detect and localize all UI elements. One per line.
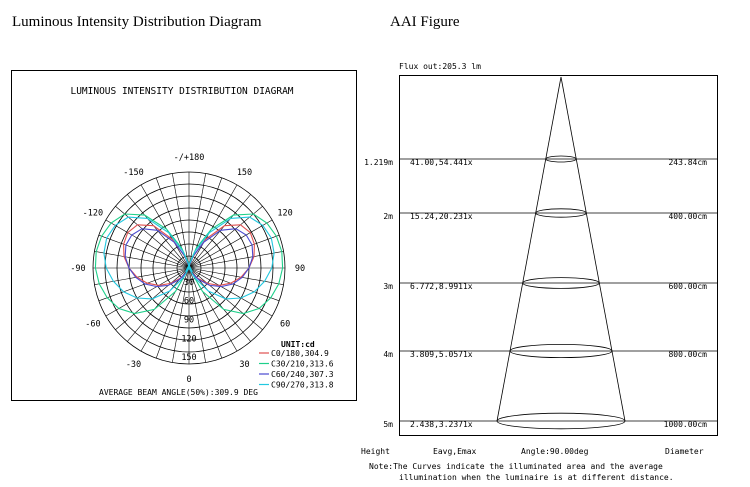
polar-angle-label: 120 (277, 209, 292, 219)
legend-entry: C0/180,304.9 (271, 349, 329, 358)
unit-label: UNIT:cd (281, 340, 315, 349)
polar-chart: LUMINOUS INTENSITY DISTRIBUTION DIAGRAM … (11, 70, 357, 401)
aai-frame (399, 75, 718, 436)
row-height: 5m (383, 420, 393, 429)
row-diameter: 600.00cm (668, 282, 707, 291)
polar-series-group (94, 213, 284, 315)
row-height: 2m (383, 212, 393, 221)
polar-spoke (188, 251, 284, 269)
polar-title: LUMINOUS INTENSITY DISTRIBUTION DIAGRAM (70, 86, 293, 97)
polar-spoke (188, 206, 263, 269)
polar-angle-label: -/+180 (174, 153, 205, 163)
polar-spoke (105, 219, 190, 269)
note-line-1: Note:The Curves indicate the illuminated… (369, 462, 663, 471)
polar-radial-tick: 90 (184, 315, 194, 325)
row-eavg-emax: 3.809,5.0571x (410, 350, 473, 359)
legend-entry: C60/240,307.3 (271, 370, 334, 379)
polar-radial-labels: 30 60 90 120 150 (181, 278, 196, 363)
cone-edge-right (560, 76, 626, 422)
polar-spoke (115, 206, 190, 269)
illuminated-area-ellipse (545, 155, 577, 163)
polar-radial-tick: 30 (184, 278, 194, 288)
polar-spoke (94, 267, 190, 285)
polar-angle-label: -60 (85, 320, 100, 330)
col-header-angle: Angle:90.00deg (521, 447, 589, 456)
illuminated-area-ellipse (509, 343, 613, 358)
illuminated-area-ellipse (496, 412, 626, 430)
polar-radial-tick: 150 (181, 353, 196, 363)
polar-spoke (172, 267, 190, 363)
polar-radial-tick: 120 (181, 334, 196, 344)
polar-angle-label: -90 (70, 264, 85, 274)
polar-spoke (172, 173, 190, 269)
row-height: 1.219m (364, 158, 393, 167)
note-line-2: illumination when the luminaire is at di… (399, 473, 674, 482)
aai-cone (496, 76, 626, 422)
polar-angle-label: -30 (126, 360, 141, 370)
polar-spoke (140, 184, 190, 269)
polar-angle-labels: -/+180 150 120 90 60 30 0 -30 -60 -90 -120 -150 (70, 153, 305, 385)
polar-angle-label: 30 (239, 360, 249, 370)
polar-spoke (188, 267, 280, 302)
aai-chart: Flux out:205.3 lm 1.219m 41.00,54.441x 243… (361, 62, 718, 482)
polar-angle-label: 0 (186, 375, 191, 385)
polar-spoke (188, 173, 206, 269)
polar-frame (11, 70, 357, 401)
polar-spoke (188, 234, 280, 269)
polar-angle-label: -150 (123, 168, 143, 178)
polar-spoke (188, 267, 206, 363)
row-eavg-emax: 41.00,54.441x (410, 158, 473, 167)
polar-spoke (105, 267, 190, 317)
illuminated-area-ellipse (535, 208, 587, 218)
polar-angle-label: -120 (83, 209, 103, 219)
row-diameter: 800.00cm (668, 350, 707, 359)
col-header-height: Height (361, 447, 390, 456)
aai-rows: 1.219m 41.00,54.441x 243.84cm 2m 15.24,20.23… (364, 155, 718, 430)
aai-figure-heading: AAI Figure (390, 14, 460, 30)
row-height: 4m (383, 350, 393, 359)
flux-text: Flux out:205.3 lm (399, 62, 481, 71)
polar-diagram-heading: Luminous Intensity Distribution Diagram (12, 14, 262, 30)
col-header-eavg-emax: Eavg,Emax (433, 447, 477, 456)
beam-angle-text: AVERAGE BEAM ANGLE(50%):309.9 DEG (99, 388, 258, 397)
polar-radial-tick: 60 (184, 297, 194, 307)
polar-angle-label: 60 (280, 320, 290, 330)
col-header-diameter: Diameter (665, 447, 704, 456)
polar-spoke (188, 267, 273, 317)
polar-center-mark (185, 263, 193, 273)
polar-spoke (188, 267, 284, 285)
cone-edge-left (496, 76, 562, 422)
row-eavg-emax: 2.438,3.2371x (410, 420, 473, 429)
legend-entry: C90/270,313.8 (271, 381, 334, 390)
polar-spoke (155, 267, 190, 359)
polar-spoke (94, 251, 190, 269)
row-diameter: 400.00cm (668, 212, 707, 221)
row-diameter: 1000.00cm (664, 420, 708, 429)
polar-spoke (98, 234, 190, 269)
polar-spoke (188, 219, 273, 269)
polar-diagram-panel: LUMINOUS INTENSITY DISTRIBUTION DIAGRAM … (11, 70, 357, 472)
row-diameter: 243.84cm (668, 158, 707, 167)
legend-entry: C30/210,313.6 (271, 360, 334, 369)
polar-spoke (98, 267, 190, 302)
polar-spoke (188, 267, 223, 359)
row-height: 3m (383, 282, 393, 291)
polar-angle-label: 90 (295, 264, 305, 274)
row-eavg-emax: 15.24,20.231x (410, 212, 473, 221)
polar-spoke (188, 184, 238, 269)
illuminated-area-ellipse (522, 277, 600, 289)
row-eavg-emax: 6.772,8.9911x (410, 282, 473, 291)
polar-angle-label: 150 (237, 168, 252, 178)
